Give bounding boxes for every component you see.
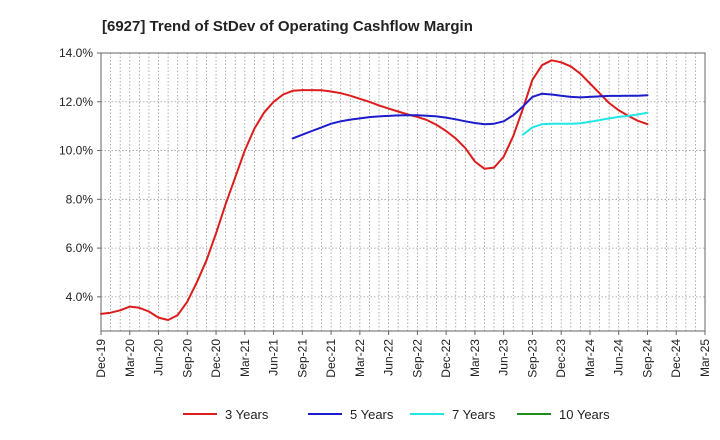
x-tick-label: Dec-23 xyxy=(554,339,568,378)
x-tick-label: Jun-23 xyxy=(497,339,511,376)
plot-frame xyxy=(100,52,706,332)
x-tick-label: Jun-22 xyxy=(382,339,396,376)
x-tick-label: Dec-21 xyxy=(324,339,338,378)
x-tick-label: Sep-23 xyxy=(525,339,539,378)
y-tick-label: 6.0% xyxy=(66,241,94,255)
x-tick-label: Dec-19 xyxy=(94,339,108,378)
legend-label: 10 Years xyxy=(559,407,610,422)
x-tick-label: Mar-25 xyxy=(698,339,712,377)
series-lines xyxy=(100,59,649,321)
y-tick-label: 14.0% xyxy=(59,46,93,60)
x-tick-label: Mar-22 xyxy=(353,339,367,377)
chart-title: [6927] Trend of StDev of Operating Cashf… xyxy=(102,18,473,35)
legend: 3 Years 5 Years 7 Years 10 Years xyxy=(183,407,610,422)
y-tick-label: 12.0% xyxy=(59,95,93,109)
x-tick-label: Jun-24 xyxy=(612,339,626,376)
x-tick-label: Sep-24 xyxy=(640,339,654,378)
x-tick-label: Sep-22 xyxy=(410,339,424,378)
x-tick-label: Dec-24 xyxy=(669,339,683,378)
x-tick-label: Mar-24 xyxy=(583,339,597,377)
legend-label: 5 Years xyxy=(350,407,394,422)
y-tick-label: 8.0% xyxy=(66,192,94,206)
x-tick-label: Mar-21 xyxy=(238,339,252,377)
series-line-7-years xyxy=(521,111,649,136)
axes: 4.0% 6.0% 8.0% 10.0% 12.0% 14.0% Dec-19 Mar-20 J… xyxy=(59,46,712,378)
y-tick-label: 4.0% xyxy=(66,290,94,304)
grid xyxy=(100,52,706,331)
x-tick-label: Jun-21 xyxy=(267,339,281,376)
x-tick-label: Jun-20 xyxy=(152,339,166,376)
x-tick-label: Sep-21 xyxy=(295,339,309,378)
x-tick-label: Dec-20 xyxy=(209,339,223,378)
x-tick-label: Sep-20 xyxy=(180,339,194,378)
y-tick-label: 10.0% xyxy=(59,144,93,158)
x-tick-label: Mar-23 xyxy=(468,339,482,377)
x-tick-label: Dec-22 xyxy=(439,339,453,378)
legend-label: 3 Years xyxy=(225,407,269,422)
x-tick-label: Mar-20 xyxy=(123,339,137,377)
series-line-3-years xyxy=(100,59,649,321)
series-line-5-years xyxy=(291,92,649,140)
legend-label: 7 Years xyxy=(452,407,496,422)
